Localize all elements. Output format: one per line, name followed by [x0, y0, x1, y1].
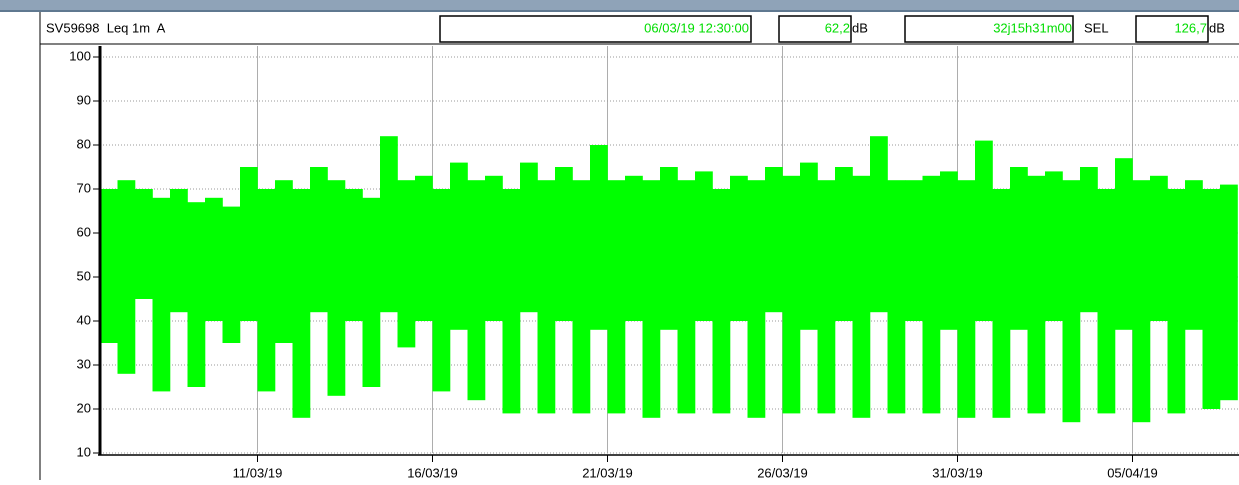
level-range — [467, 180, 486, 401]
x-tick-label: 31/03/19 — [932, 465, 983, 480]
level-range — [957, 180, 976, 418]
x-tick-label: 21/03/19 — [582, 465, 633, 480]
level-range — [362, 197, 381, 387]
level-range — [187, 202, 206, 387]
level-range — [625, 175, 643, 321]
level-range — [1010, 167, 1028, 330]
level-range — [170, 189, 188, 313]
y-tick-label: 60 — [77, 224, 91, 239]
y-tick-label: 40 — [77, 312, 91, 327]
level-range — [782, 175, 801, 414]
level-range — [905, 180, 923, 321]
level-range — [502, 189, 521, 414]
level-range — [747, 180, 766, 418]
x-tick-label: 16/03/19 — [407, 465, 458, 480]
level-range — [1097, 189, 1116, 414]
level-range — [817, 180, 836, 414]
duration-box — [904, 15, 1074, 43]
y-tick-label: 30 — [77, 356, 91, 371]
level-range — [520, 162, 538, 313]
y-tick-label: 50 — [77, 268, 91, 283]
level-range — [380, 136, 398, 313]
y-tick-label: 100 — [69, 48, 91, 63]
level-range — [852, 175, 871, 418]
level-range — [800, 162, 818, 330]
level-range — [275, 180, 293, 343]
level-range — [1080, 167, 1098, 313]
level-range — [1062, 180, 1081, 423]
instrument: SV59698 Leq 1m A — [46, 20, 166, 35]
x-tick-label: 11/03/19 — [233, 465, 283, 480]
leq-unit: dB — [852, 20, 868, 35]
level-range — [135, 189, 153, 299]
level-range — [887, 180, 906, 414]
level-range — [415, 175, 433, 321]
level-range — [310, 167, 328, 313]
title-bar-edge — [0, 10, 1239, 12]
x-tick-label: 05/04/19 — [1107, 465, 1158, 480]
leq-box — [778, 15, 852, 43]
level-range — [257, 189, 276, 392]
level-range — [1185, 180, 1203, 330]
level-range — [1167, 189, 1186, 414]
level-range — [940, 171, 958, 330]
sel-box — [1135, 15, 1209, 43]
sel-unit: dB — [1209, 20, 1225, 35]
level-range — [1132, 180, 1151, 423]
level-range — [1202, 189, 1221, 409]
y-tick-label: 70 — [77, 180, 91, 195]
level-range — [1150, 175, 1168, 321]
level-range — [1027, 175, 1046, 414]
level-range — [205, 197, 223, 321]
level-range — [870, 136, 888, 313]
level-range — [660, 167, 678, 330]
level-range — [555, 167, 573, 321]
level-range — [485, 175, 503, 321]
y-tick-label: 90 — [77, 92, 91, 107]
leq-value: 62,2 — [825, 20, 850, 35]
level-range — [117, 180, 136, 374]
level-range — [240, 167, 258, 321]
level-range — [730, 175, 748, 321]
level-range — [922, 175, 941, 414]
level-range — [765, 167, 783, 313]
y-tick-label: 20 — [77, 400, 91, 415]
level-range — [1115, 158, 1133, 330]
level-range — [222, 206, 241, 343]
level-range — [345, 189, 363, 321]
level-range — [100, 189, 118, 343]
level-range — [677, 180, 696, 414]
level-range — [1220, 184, 1238, 401]
level-range — [835, 167, 853, 321]
level-range — [607, 180, 626, 414]
duration: 32j15h31m00 — [993, 20, 1072, 35]
level-range — [327, 180, 346, 396]
level-range — [450, 162, 468, 330]
x-tick-label: 26/03/19 — [757, 465, 808, 480]
title-bar — [0, 0, 1239, 10]
y-tick-label: 80 — [77, 136, 91, 151]
level-range — [975, 140, 993, 321]
level-range — [292, 189, 311, 418]
level-range — [695, 171, 713, 321]
level-range — [642, 180, 661, 418]
sel-label: SEL — [1084, 20, 1109, 35]
y-tick-label: 10 — [77, 444, 91, 459]
level-range — [1045, 171, 1063, 321]
level-range — [397, 180, 416, 348]
start-box — [439, 15, 752, 43]
level-range — [572, 180, 591, 414]
sel-value: 126,7 — [1174, 20, 1207, 35]
level-range — [590, 145, 608, 330]
start-time: 06/03/19 12:30:00 — [644, 20, 749, 35]
level-range — [537, 180, 556, 414]
level-range — [712, 189, 731, 414]
level-range — [152, 197, 171, 392]
level-range — [432, 189, 451, 392]
level-range — [992, 189, 1011, 418]
